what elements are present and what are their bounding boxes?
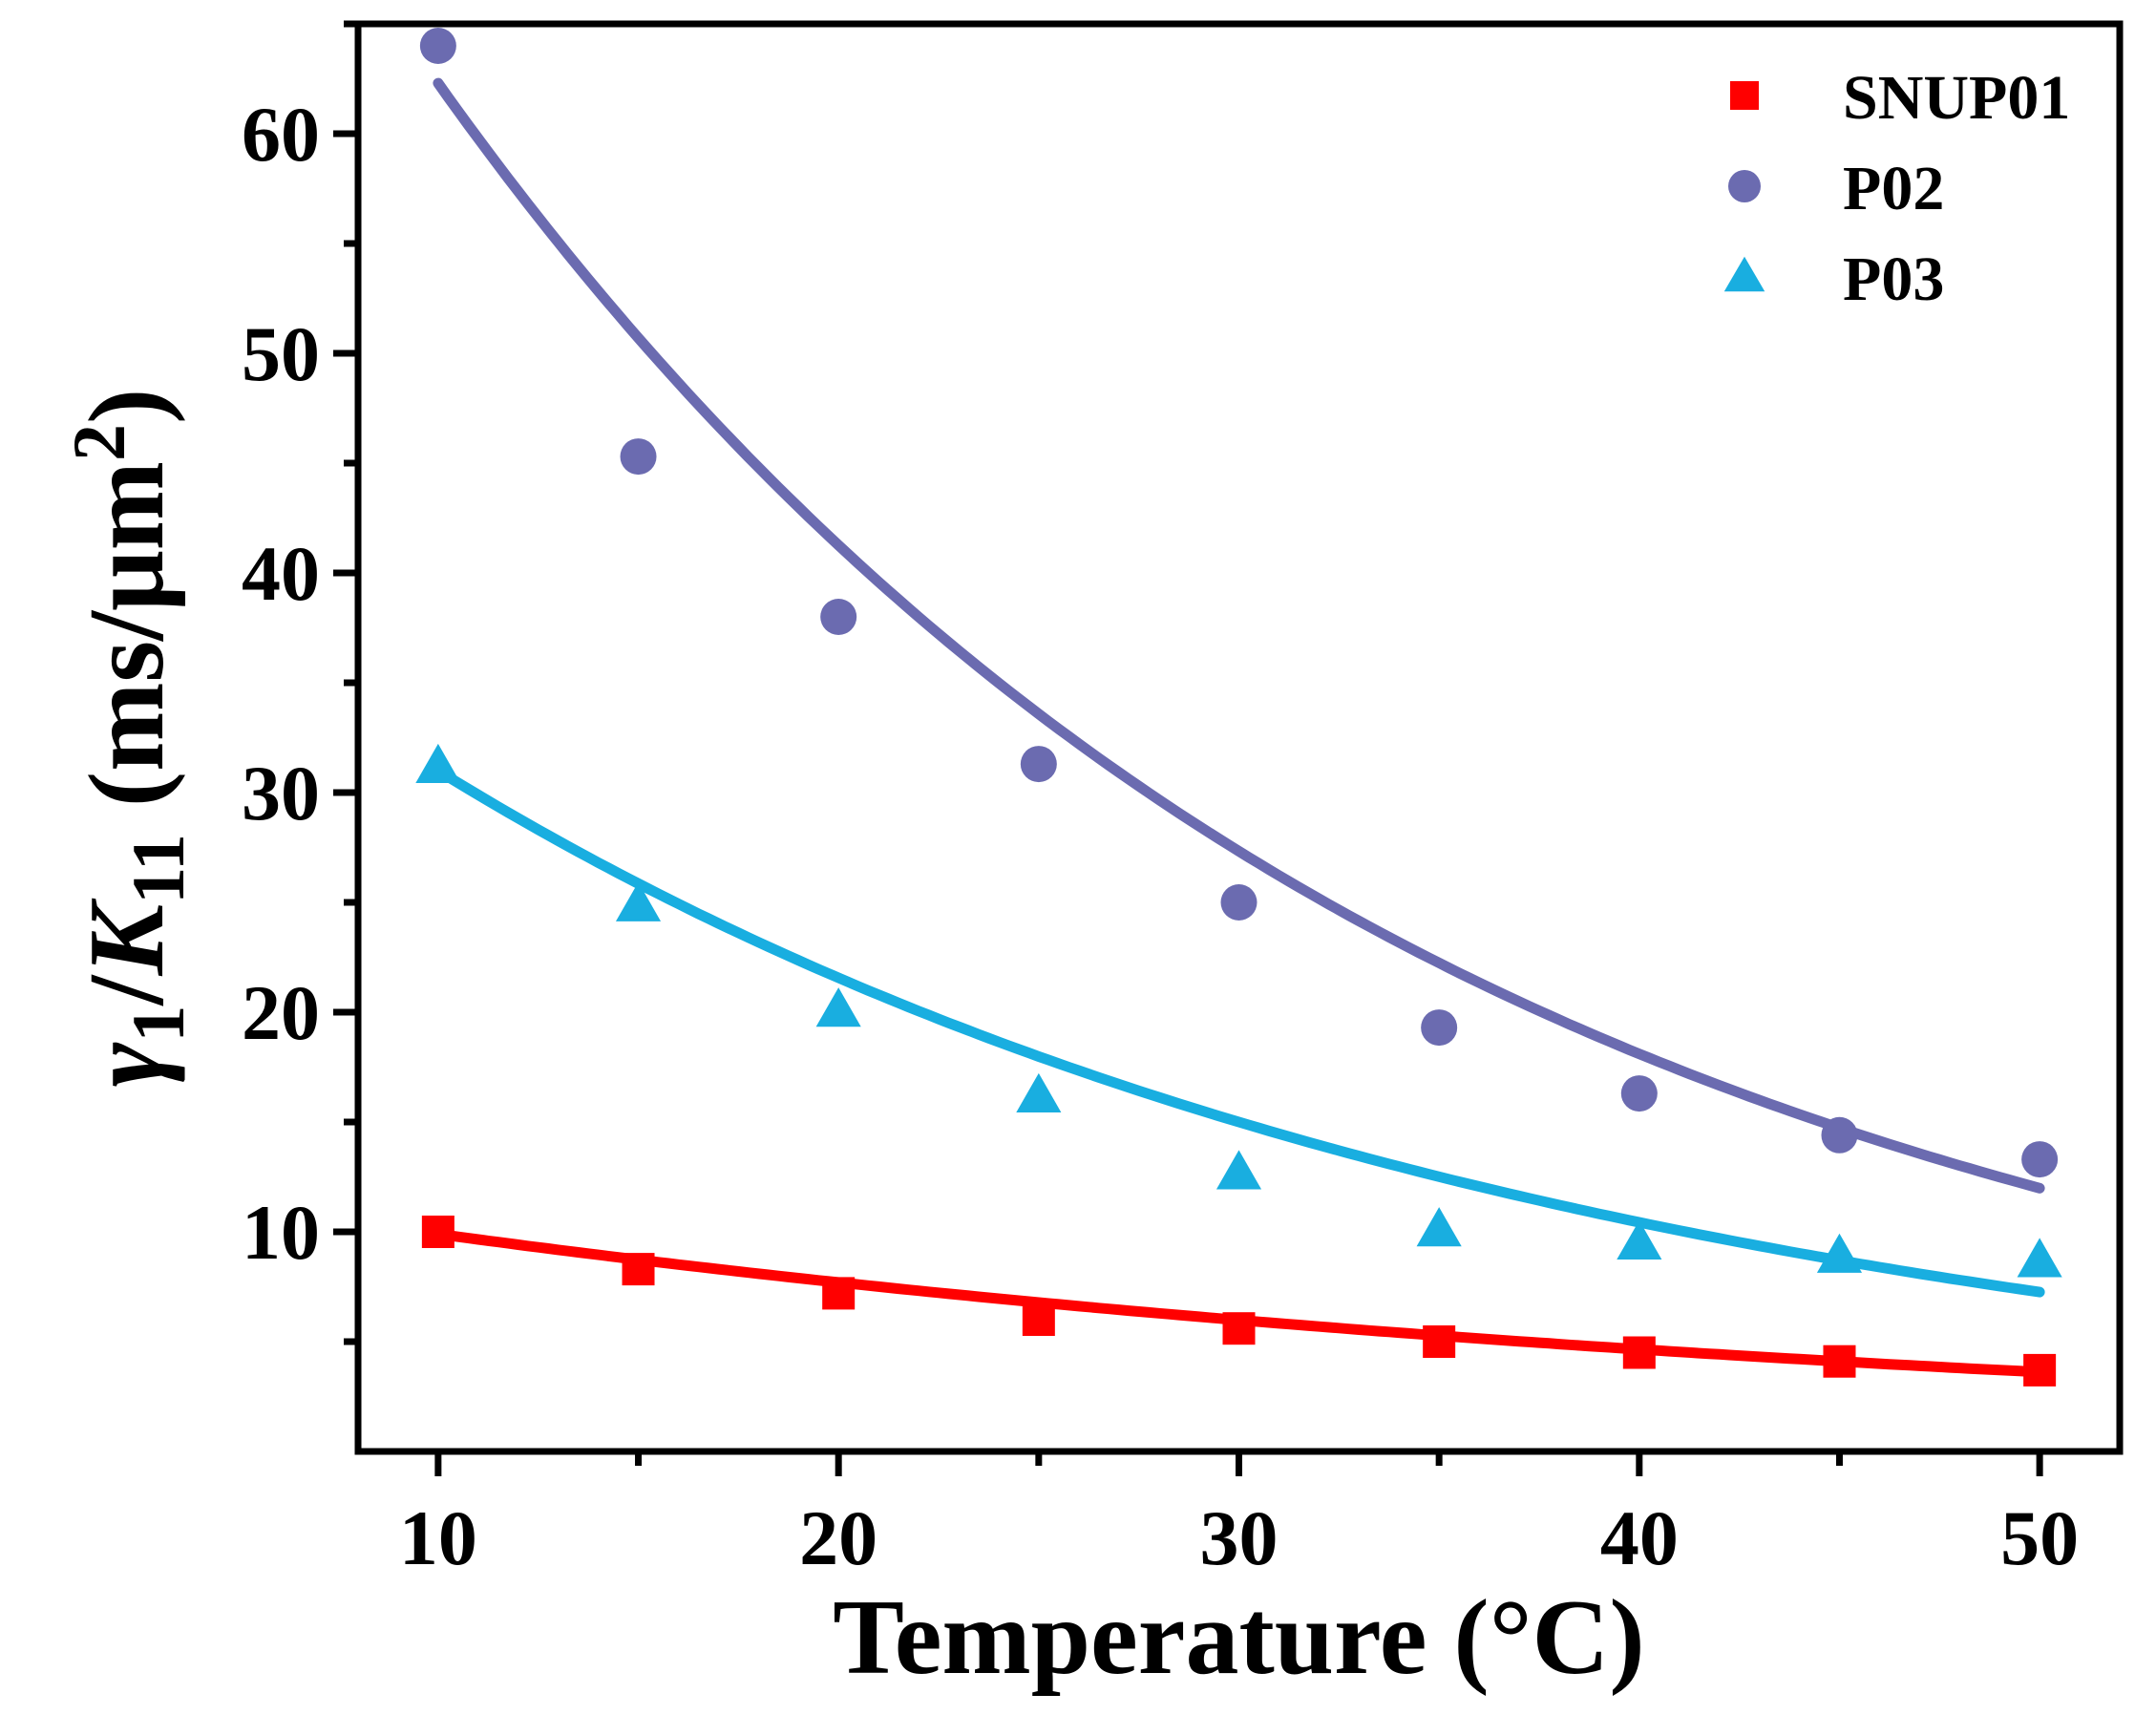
y-title-k: K (68, 899, 186, 977)
data-point-snup01 (1622, 1336, 1656, 1369)
data-point-p03 (1215, 1150, 1262, 1190)
data-point-p02 (1620, 1075, 1658, 1112)
data-point-p02 (820, 599, 857, 635)
fit-curve-p02 (433, 77, 2045, 1194)
legend-label-p02: P02 (1843, 154, 1944, 223)
y-tick-label: 10 (242, 1189, 320, 1276)
data-point-p02 (1421, 1009, 1458, 1047)
legend: SNUP01 P02 P03 (1723, 63, 2070, 314)
legend-marker-p03 (1723, 256, 1765, 292)
data-point-snup01 (1823, 1344, 1856, 1378)
y-tick-label: 50 (242, 310, 320, 397)
legend-label-p03: P03 (1843, 244, 1944, 314)
data-point-p03 (1617, 1219, 1662, 1260)
axis-tick-labels: 10 20 30 40 50 10 20 30 40 50 60 (242, 91, 2079, 1581)
data-point-p03 (1416, 1207, 1462, 1247)
data-point-snup01 (1423, 1325, 1456, 1358)
data-point-p03 (815, 987, 861, 1027)
x-axis-title: Temperature (°C) (833, 1578, 1644, 1697)
y-title-units-close: ) (68, 389, 186, 424)
data-point-p02 (1821, 1116, 1858, 1154)
x-tick-label: 50 (2000, 1494, 2079, 1581)
legend-label-snup01: SNUP01 (1843, 63, 2070, 133)
data-point-p03 (1016, 1072, 1062, 1112)
y-title-k-sub: 11 (116, 834, 200, 904)
data-point-p02 (1220, 884, 1258, 921)
y-title-gamma-sub: 1 (116, 1006, 200, 1043)
data-point-snup01 (1222, 1312, 1256, 1345)
data-point-snup01 (822, 1277, 856, 1310)
y-title-gamma: γ (68, 1042, 186, 1087)
axis-ticks (333, 20, 2043, 1476)
fit-curve-p03 (433, 765, 2045, 1298)
x-tick-label: 20 (799, 1494, 877, 1581)
data-point-snup01 (421, 1216, 454, 1248)
data-points (415, 28, 2062, 1387)
y-axis-title-text: γ1/K11 (ms/μm2) (57, 389, 200, 1088)
data-point-p03 (2017, 1238, 2062, 1278)
x-tick-label: 30 (1200, 1494, 1279, 1581)
x-tick-label: 10 (399, 1494, 477, 1581)
y-tick-label: 40 (242, 530, 320, 617)
y-title-units-sup: 2 (57, 424, 140, 461)
data-point-snup01 (622, 1253, 655, 1286)
data-point-p02 (419, 28, 456, 64)
y-tick-label: 20 (242, 969, 320, 1056)
y-tick-label: 30 (242, 750, 320, 836)
y-axis-title: γ1/K11 (ms/μm2) (57, 389, 200, 1088)
data-point-snup01 (2023, 1353, 2057, 1387)
y-tick-label: 60 (242, 91, 320, 178)
x-tick-label: 40 (1600, 1494, 1679, 1581)
data-point-p02 (1020, 746, 1057, 783)
data-point-p02 (620, 438, 657, 476)
data-point-snup01 (1022, 1303, 1055, 1336)
legend-marker-snup01 (1730, 81, 1759, 110)
data-point-p02 (2021, 1141, 2059, 1178)
data-point-p03 (415, 743, 461, 783)
data-point-p03 (1816, 1233, 1863, 1273)
legend-marker-p02 (1728, 170, 1761, 202)
y-title-units: (ms/μm (68, 461, 186, 834)
data-point-p03 (615, 881, 662, 921)
y-title-slash: / (68, 974, 186, 1007)
plot-frame (354, 20, 2124, 1455)
